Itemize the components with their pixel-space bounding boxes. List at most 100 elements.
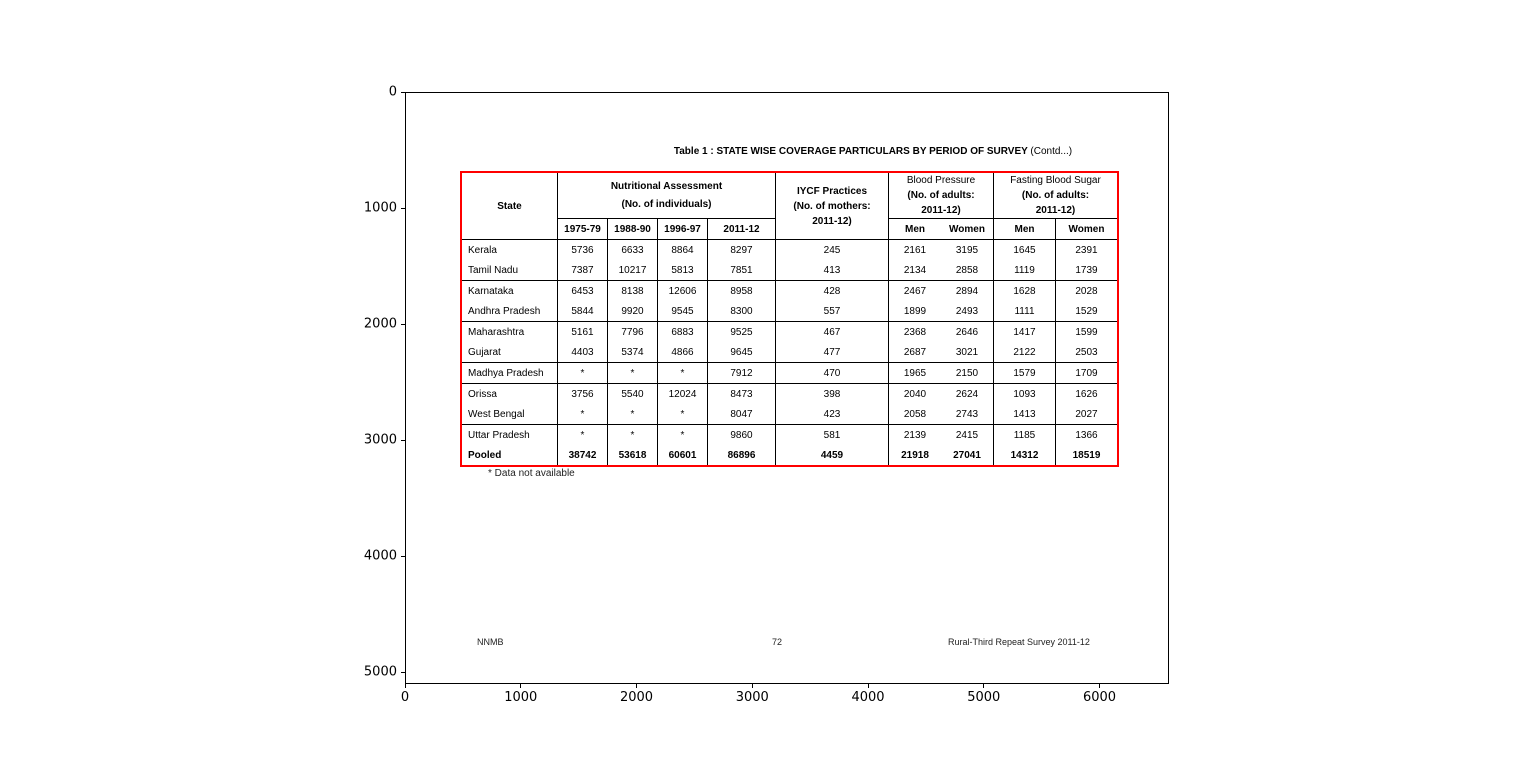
value-cell: 2027 xyxy=(1055,404,1119,425)
value-cell: 2624 xyxy=(941,383,994,404)
x-tick-mark xyxy=(751,684,753,688)
value-cell: * xyxy=(607,404,658,425)
state-cell: Maharashtra xyxy=(460,321,558,342)
value-cell: 2743 xyxy=(941,404,994,425)
value-cell: 1579 xyxy=(993,362,1056,384)
header-iycf-sub: (No. of mothers: xyxy=(793,200,871,212)
header-bp: Blood Pressure (No. of adults: 2011-12) xyxy=(888,171,994,219)
value-cell: 1628 xyxy=(993,280,1056,301)
x-tick-label: 4000 xyxy=(851,690,885,705)
y-tick-label: 0 xyxy=(388,84,397,100)
header-bp-men: Men xyxy=(888,218,941,240)
value-cell: 5374 xyxy=(607,342,658,363)
value-cell: 5736 xyxy=(557,239,608,260)
value-cell: 1599 xyxy=(1055,321,1119,342)
table-row: Orissa 3756 5540 12024 8473 398 2040 2624 1093 16… xyxy=(460,383,1119,404)
value-cell: 2503 xyxy=(1055,342,1119,363)
value-cell: * xyxy=(607,362,658,384)
table-row: Andhra Pradesh 5844 9920 9545 8300 557 1899 249… xyxy=(460,301,1119,322)
value-cell: 2058 xyxy=(888,404,941,425)
y-tick-label: 1000 xyxy=(363,200,397,216)
x-tick-mark xyxy=(867,684,869,688)
value-cell: 4459 xyxy=(775,445,889,466)
value-cell: 1417 xyxy=(993,321,1056,342)
header-fbs-men: Men xyxy=(993,218,1056,240)
value-cell: 1366 xyxy=(1055,424,1119,445)
value-cell: 6883 xyxy=(657,321,708,342)
value-cell: 7387 xyxy=(557,260,608,281)
value-cell: 1093 xyxy=(993,383,1056,404)
value-cell: 467 xyxy=(775,321,889,342)
state-cell: Gujarat xyxy=(460,342,558,363)
table-row: Tamil Nadu 7387 10217 5813 7851 413 2134 2858 11… xyxy=(460,260,1119,281)
value-cell: 2161 xyxy=(888,239,941,260)
value-cell: 398 xyxy=(775,383,889,404)
value-cell: 9860 xyxy=(707,424,776,445)
footer-page-number: 72 xyxy=(772,637,783,647)
value-cell: 12606 xyxy=(657,280,708,301)
value-cell: 2687 xyxy=(888,342,941,363)
value-cell: 2391 xyxy=(1055,239,1119,260)
state-cell: Andhra Pradesh xyxy=(460,301,558,322)
state-cell: Uttar Pradesh xyxy=(460,424,558,445)
value-cell: 1111 xyxy=(993,301,1056,322)
table-row: Uttar Pradesh * * * 9860 581 2139 2415 1185 1366 xyxy=(460,424,1119,445)
value-cell: 470 xyxy=(775,362,889,384)
value-cell: 7851 xyxy=(707,260,776,281)
y-tick-mark xyxy=(401,555,405,557)
value-cell: 8958 xyxy=(707,280,776,301)
y-tick-label: 5000 xyxy=(363,664,397,680)
value-cell: 1965 xyxy=(888,362,941,384)
state-cell: Madhya Pradesh xyxy=(460,362,558,384)
value-cell: 8864 xyxy=(657,239,708,260)
value-cell: 581 xyxy=(775,424,889,445)
x-tick-mark xyxy=(520,684,522,688)
value-cell: 7912 xyxy=(707,362,776,384)
x-tick-mark xyxy=(404,684,406,688)
value-cell: 5813 xyxy=(657,260,708,281)
value-cell: 86896 xyxy=(707,445,776,466)
value-cell: 423 xyxy=(775,404,889,425)
value-cell: * xyxy=(607,424,658,445)
table-row: Maharashtra 5161 7796 6883 9525 467 2368 2646 14… xyxy=(460,321,1119,342)
value-cell: 12024 xyxy=(657,383,708,404)
value-cell: 1119 xyxy=(993,260,1056,281)
value-cell: 1413 xyxy=(993,404,1056,425)
value-cell: * xyxy=(557,362,608,384)
table-row: Karnataka 6453 8138 12606 8958 428 2467 2894 162… xyxy=(460,280,1119,301)
header-nutritional-sub: (No. of individuals) xyxy=(621,199,712,210)
x-tick-mark xyxy=(636,684,637,688)
header-bp-sub2: 2011-12) xyxy=(921,205,961,216)
header-nutritional-title: Nutritional Assessment xyxy=(610,181,723,192)
value-cell: 1185 xyxy=(993,424,1056,445)
header-period: 1988-90 xyxy=(607,218,658,240)
value-cell: 5540 xyxy=(607,383,658,404)
value-cell: 8138 xyxy=(607,280,658,301)
header-state: State xyxy=(460,171,558,240)
value-cell: 38742 xyxy=(557,445,608,466)
table-title: Table 1 : STATE WISE COVERAGE PARTICULAR… xyxy=(405,146,1169,157)
footnote: * Data not available xyxy=(488,468,575,479)
x-tick-label: 0 xyxy=(400,690,410,705)
value-cell: 2028 xyxy=(1055,280,1119,301)
header-nutritional: Nutritional Assessment (No. of individual… xyxy=(557,171,776,219)
header-period: 1975-79 xyxy=(557,218,608,240)
state-cell: Karnataka xyxy=(460,280,558,301)
header-fbs-women: Women xyxy=(1055,218,1119,240)
x-tick-mark xyxy=(1099,684,1101,688)
value-cell: 2646 xyxy=(941,321,994,342)
value-cell: * xyxy=(557,404,608,425)
y-tick-mark xyxy=(401,323,405,325)
value-cell: 1529 xyxy=(1055,301,1119,322)
value-cell: 9545 xyxy=(657,301,708,322)
value-cell: 5161 xyxy=(557,321,608,342)
value-cell: 1709 xyxy=(1055,362,1119,384)
value-cell: 10217 xyxy=(607,260,658,281)
value-cell: 2858 xyxy=(941,260,994,281)
header-period: 1996-97 xyxy=(657,218,708,240)
value-cell: 9645 xyxy=(707,342,776,363)
table-row: Gujarat 4403 5374 4866 9645 477 2687 3021 2122 25… xyxy=(460,342,1119,363)
value-cell: 3021 xyxy=(941,342,994,363)
value-cell: 413 xyxy=(775,260,889,281)
value-cell: 1626 xyxy=(1055,383,1119,404)
